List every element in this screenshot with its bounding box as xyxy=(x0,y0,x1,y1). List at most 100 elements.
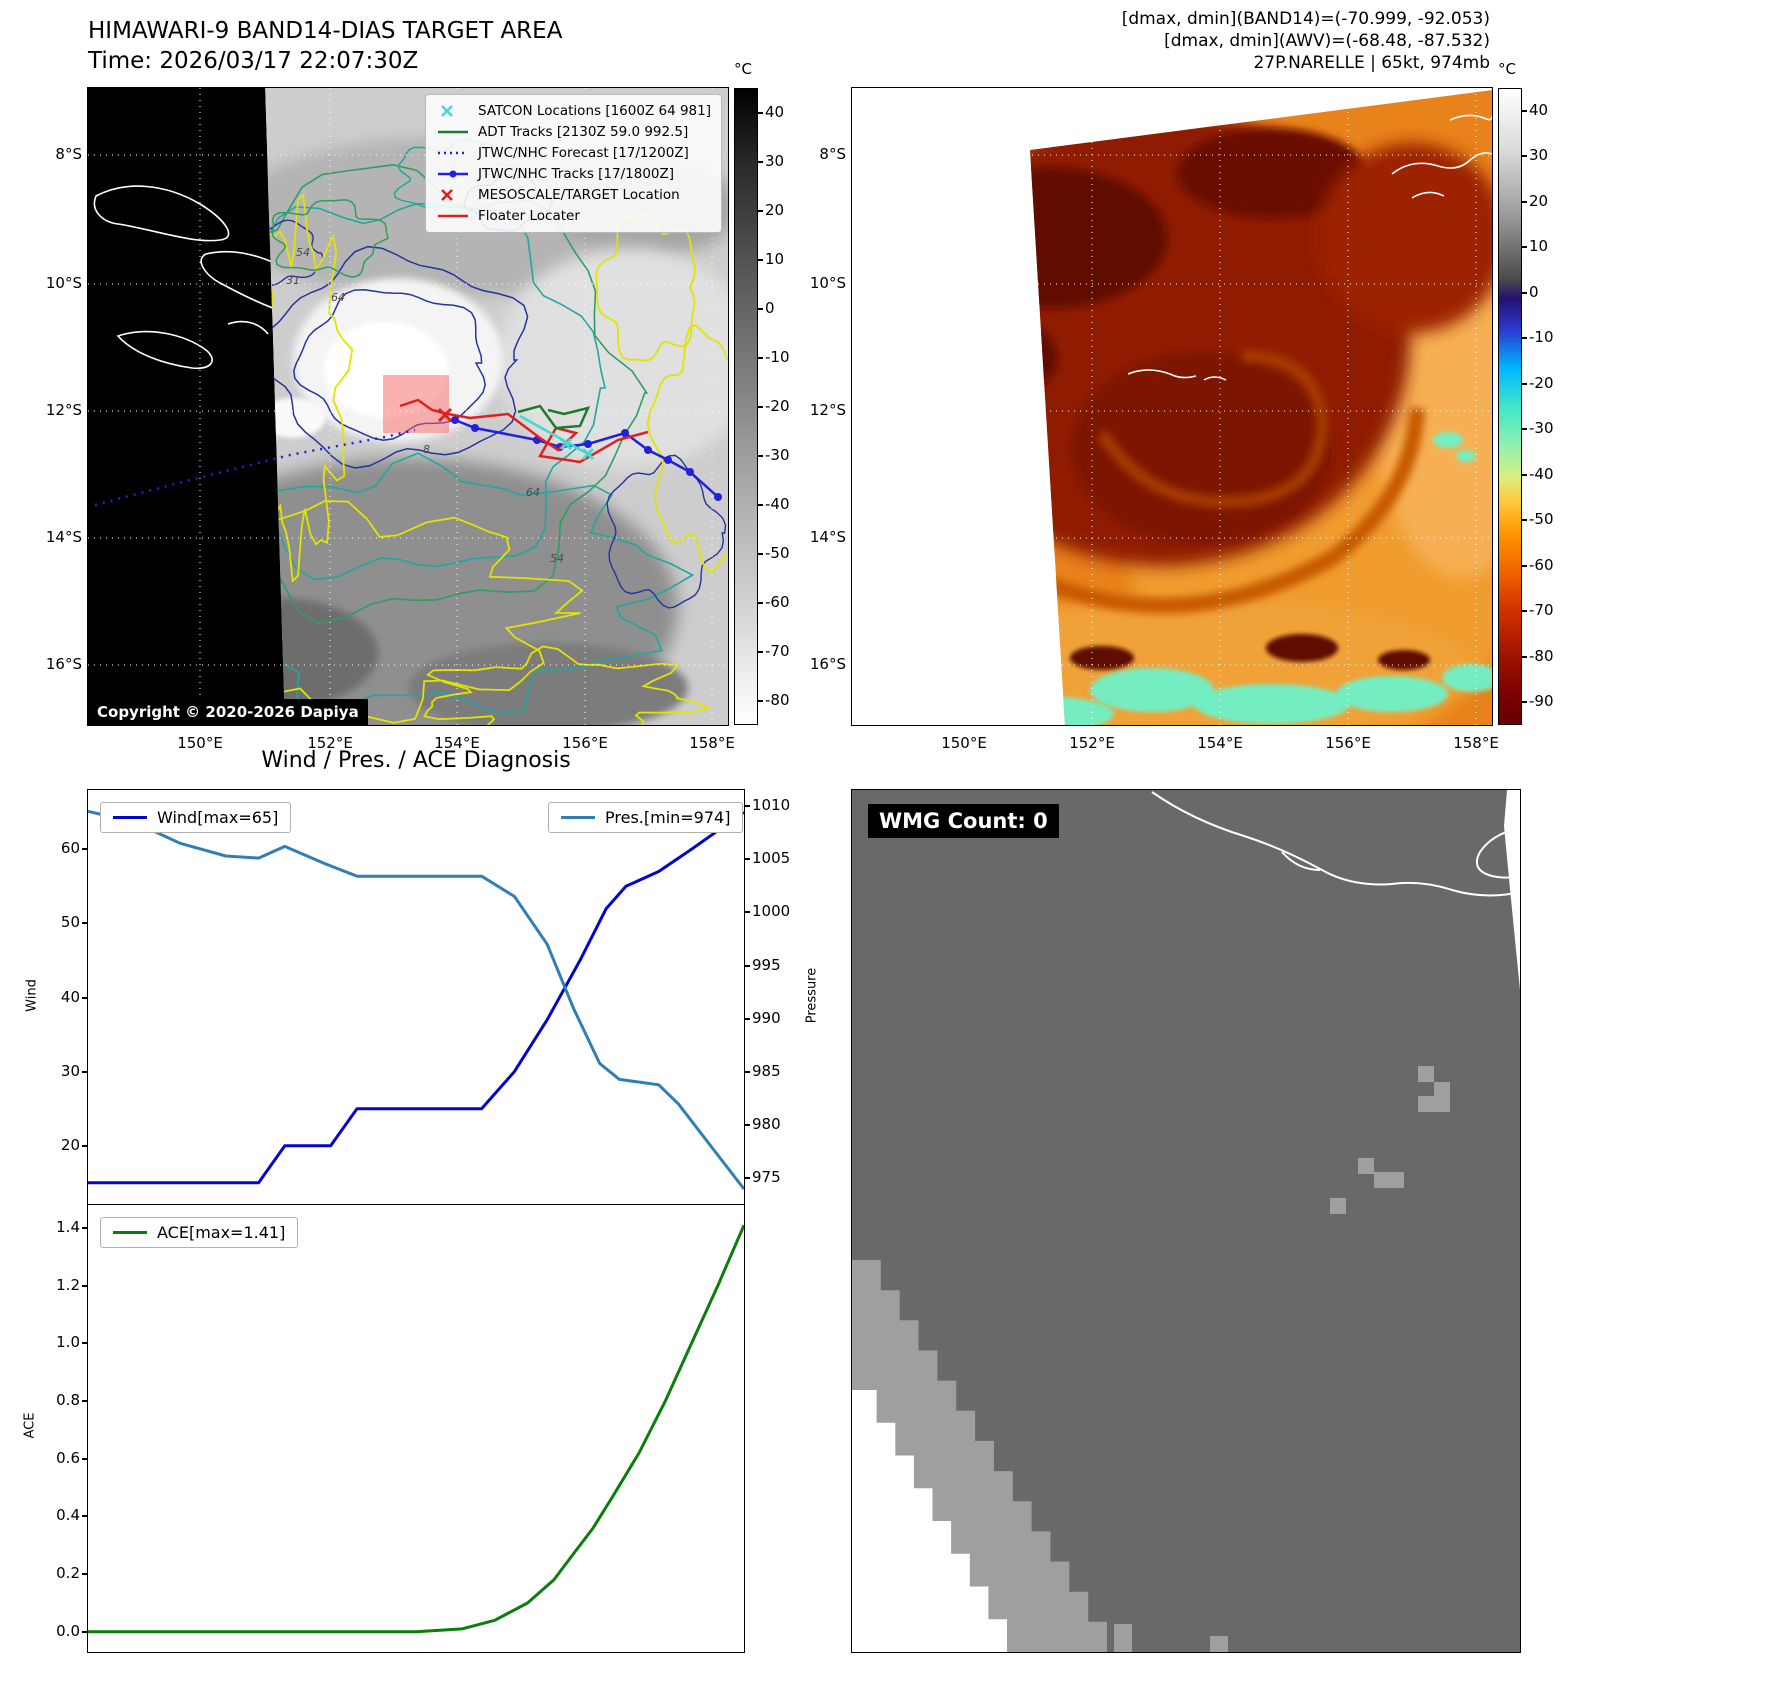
wind-legend-sample xyxy=(113,816,147,819)
ace-legend: ACE[max=1.41] xyxy=(100,1217,299,1248)
ace-legend-sample xyxy=(113,1231,147,1234)
band14-colorbar-unit: °C xyxy=(734,60,752,78)
cold-cloud-patch xyxy=(1336,676,1448,712)
awv-lon-tick: 156°E xyxy=(1325,734,1371,752)
awv-lat-tick: 16°S xyxy=(809,655,846,673)
adt-track xyxy=(517,404,591,430)
x-marker xyxy=(559,437,573,451)
band14-colorbar-tick: -50 xyxy=(765,543,790,562)
band14-lon-tick: 152°E xyxy=(307,734,353,752)
tick-mark xyxy=(82,1227,88,1230)
tick-mark xyxy=(1522,291,1527,294)
legend-item: MESOSCALE/TARGET Location xyxy=(436,187,711,203)
tick-mark xyxy=(1522,610,1527,613)
contour-line xyxy=(423,645,712,725)
contour-line xyxy=(265,452,695,715)
legend-item-label: ADT Tracks [2130Z 59.0 992.5] xyxy=(478,124,689,140)
tick-mark xyxy=(1522,564,1527,567)
awv-lat-tick: 10°S xyxy=(809,274,846,292)
awv-colorbar-tick: -40 xyxy=(1529,464,1554,483)
tick-mark xyxy=(1522,382,1527,385)
band14-colorbar-tick: -70 xyxy=(765,641,790,660)
pressure-ytick-label: 995 xyxy=(752,955,781,974)
awv-lat-tick: 8°S xyxy=(819,145,846,163)
band14-colorbar-tick: 0 xyxy=(765,298,775,317)
contour-line xyxy=(265,193,354,583)
band14-colorbar-tick: -10 xyxy=(765,347,790,366)
awv-colorbar-tick: 30 xyxy=(1529,146,1549,165)
contour-line xyxy=(265,219,324,286)
pressure-ytick-label: 990 xyxy=(752,1008,781,1027)
band14-title: HIMAWARI-9 BAND14-DIAS TARGET AREA xyxy=(88,18,563,44)
pressure-ytick-label: 1000 xyxy=(752,902,791,921)
dmax-dmin-band14: [dmax, dmin](BAND14)=(-70.999, -92.053) xyxy=(1121,9,1490,29)
awv-colorbar-tick: 10 xyxy=(1529,237,1549,256)
contour-label: 54 xyxy=(296,246,310,259)
contour-label: 54 xyxy=(550,552,564,565)
cloud-swirl xyxy=(1096,350,1329,508)
coastline xyxy=(1449,114,1492,121)
band14-colorbar-tick: -20 xyxy=(765,396,790,415)
pixel-cluster xyxy=(1418,1066,1434,1082)
tick-mark xyxy=(82,1070,88,1073)
band14-lon-tick: 156°E xyxy=(562,734,608,752)
band14-map-legend: SATCON Locations [1600Z 64 981] ADT Track… xyxy=(425,94,722,233)
legend-item-label: JTWC/NHC Tracks [17/1800Z] xyxy=(478,166,675,182)
ace-ytick-label: 1.0 xyxy=(56,1333,80,1352)
floater-track xyxy=(399,398,649,464)
tick-mark xyxy=(758,503,763,506)
wind-ytick-label: 60 xyxy=(60,839,80,858)
tick-mark xyxy=(744,1177,750,1180)
awv-colorbar-tick: 0 xyxy=(1529,282,1539,301)
no-data-region xyxy=(852,1390,1007,1652)
storm-id-intensity: 27P.NARELLE | 65kt, 974mb xyxy=(1253,53,1490,73)
tick-mark xyxy=(758,160,763,163)
band14-colorbar-tick: 10 xyxy=(765,249,785,268)
pressure-ytick-label: 975 xyxy=(752,1168,781,1187)
pixel-cluster xyxy=(1210,1636,1228,1652)
cold-cloud-patch xyxy=(1090,668,1214,712)
tick-mark xyxy=(758,209,763,212)
wind-ytick-label: 20 xyxy=(60,1135,80,1154)
tick-mark xyxy=(744,804,750,807)
tick-mark xyxy=(758,650,763,653)
pixel-cluster xyxy=(1114,1624,1132,1652)
ace-ytick-label: 1.4 xyxy=(56,1218,80,1237)
band14-lat-tick: 10°S xyxy=(45,274,82,292)
tick-mark xyxy=(82,1284,88,1287)
ace-ytick-label: 0.4 xyxy=(56,1506,80,1525)
tick-mark xyxy=(1522,246,1527,249)
tick-mark xyxy=(82,922,88,925)
cold-cloud-patch xyxy=(1194,684,1350,724)
band14-lat-tick: 14°S xyxy=(45,528,82,546)
line-sample-icon xyxy=(438,151,468,155)
line-sample-icon xyxy=(438,214,468,218)
awv-colorbar-tick: -30 xyxy=(1529,419,1554,438)
coastline xyxy=(1127,369,1197,379)
cloud-band xyxy=(1030,407,1425,614)
coastline xyxy=(1203,376,1227,381)
tick-mark xyxy=(1522,109,1527,112)
awv-colorbar xyxy=(1498,88,1522,725)
wind-ytick-label: 50 xyxy=(60,913,80,932)
band14-colorbar-tick: 30 xyxy=(765,151,785,170)
awv-satellite-image xyxy=(852,88,1492,725)
tick-mark xyxy=(744,1070,750,1073)
tick-mark xyxy=(758,552,763,555)
band14-lon-tick: 158°E xyxy=(689,734,735,752)
coastline xyxy=(1281,851,1321,871)
coastline xyxy=(116,330,213,370)
x-marker-icon xyxy=(441,189,453,201)
line-sample-icon xyxy=(438,170,468,178)
coastline xyxy=(1151,791,1520,897)
contour-label: 8 xyxy=(423,443,430,456)
target-area-box xyxy=(383,375,449,433)
legend-item-label: MESOSCALE/TARGET Location xyxy=(478,187,680,203)
tick-mark xyxy=(1522,200,1527,203)
legend-item: ADT Tracks [2130Z 59.0 992.5] xyxy=(436,124,711,140)
awv-satellite-map xyxy=(851,87,1493,726)
ace-chart xyxy=(87,1204,745,1653)
pixel-cluster xyxy=(1358,1158,1374,1174)
legend-item: SATCON Locations [1600Z 64 981] xyxy=(436,103,711,119)
